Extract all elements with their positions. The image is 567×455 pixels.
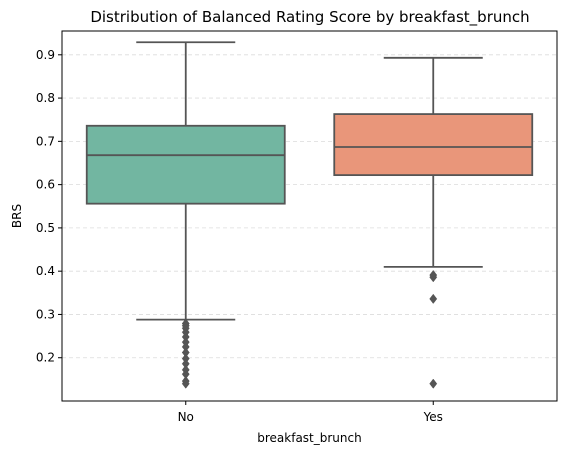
- box-no: [85, 41, 286, 389]
- outlier-point: [429, 272, 438, 283]
- y-tick-label: 0.6: [36, 178, 55, 192]
- y-tick-label: 0.2: [36, 351, 55, 365]
- y-tick-label: 0.9: [36, 48, 55, 62]
- grid-lines: [62, 54, 557, 359]
- x-tick-label: Yes: [423, 410, 443, 424]
- y-tick-label: 0.5: [36, 221, 55, 235]
- x-tick-label: No: [178, 410, 194, 424]
- iqr-box: [333, 113, 534, 177]
- outlier-point: [181, 378, 190, 389]
- box-yes: [333, 56, 534, 389]
- x-axis-label: breakfast_brunch: [257, 431, 361, 445]
- y-tick-label: 0.3: [36, 307, 55, 321]
- outlier-point: [429, 293, 438, 304]
- iqr-box: [85, 124, 286, 205]
- y-tick-label: 0.7: [36, 134, 55, 148]
- boxes-layer: [85, 41, 534, 389]
- plot-area-frame: [61, 30, 558, 402]
- y-tick-label: 0.4: [36, 264, 55, 278]
- x-axis: No Yes: [178, 401, 443, 424]
- y-axis-label: BRS: [10, 204, 24, 228]
- y-tick-label: 0.8: [36, 91, 55, 105]
- chart-title: Distribution of Balanced Rating Score by…: [90, 8, 529, 27]
- outlier-point: [429, 378, 438, 389]
- y-axis: 0.2 0.3 0.4 0.5 0.6 0.7 0.8 0.9: [36, 48, 62, 365]
